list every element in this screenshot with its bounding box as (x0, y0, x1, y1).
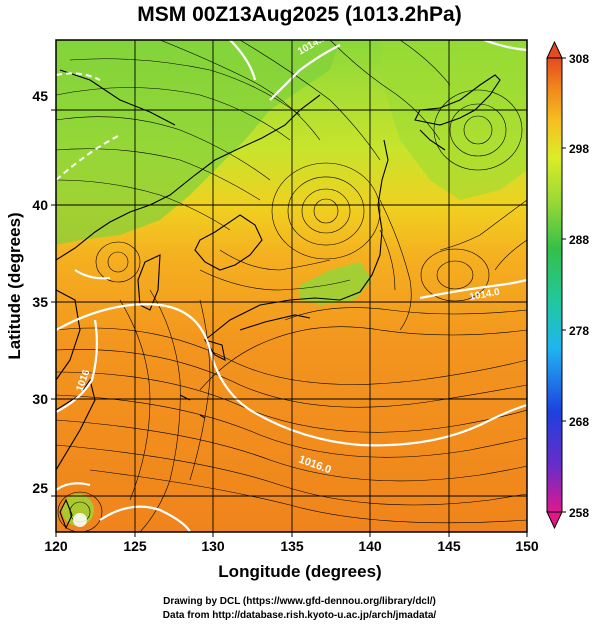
y-tick-label: 35 (32, 294, 48, 310)
y-tick-label: 45 (32, 88, 48, 104)
colorbar-tick: 258 (569, 506, 589, 520)
x-tick-labels: 120 125 130 135 140 145 150 (44, 538, 539, 554)
x-tick-label: 145 (437, 538, 461, 554)
colorbar: 308 298 288 278 268 258 (546, 40, 589, 530)
x-tick-marks (55, 532, 528, 537)
colorbar-bottom-arrow (546, 511, 563, 530)
x-tick-label: 140 (358, 538, 382, 554)
map-title: MSM 00Z13Aug2025 (1013.2hPa) (137, 3, 462, 26)
x-tick-label: 135 (280, 538, 304, 554)
y-tick-marks (51, 109, 56, 497)
y-tick-labels: 45 40 35 30 25 (32, 88, 48, 496)
isobar-label-1014-east: 1014.0 (469, 287, 501, 303)
typhoon-center (73, 513, 87, 527)
y-tick-label: 25 (32, 480, 48, 496)
colorbar-tick: 298 (569, 142, 589, 156)
x-axis-label: Longitude (degrees) (218, 562, 381, 581)
y-tick-label: 30 (32, 391, 48, 407)
lat-lon-grid (56, 40, 527, 532)
colorbar-top-arrow (546, 40, 563, 59)
colorbar-tick: 278 (569, 324, 589, 338)
weather-map-figure: 1016.0 1014.0 1014.0 1016 120 125 130 (5, 39, 589, 581)
colorbar-tick: 268 (569, 415, 589, 429)
y-axis-label: Latitude (degrees) (5, 212, 24, 359)
credit-drawing: Drawing by DCL (https://www.gfd-dennou.o… (163, 596, 436, 607)
x-tick-label: 150 (515, 538, 539, 554)
isobars (56, 40, 527, 532)
x-tick-label: 125 (123, 538, 147, 554)
credit-data-source: Data from http://database.rish.kyoto-u.a… (162, 610, 437, 621)
y-tick-label: 40 (32, 197, 48, 213)
x-tick-label: 130 (201, 538, 225, 554)
colorbar-scale (546, 57, 563, 513)
colorbar-tick: 288 (569, 233, 589, 247)
colorbar-tick: 308 (569, 52, 589, 66)
wind-streamlines (56, 40, 527, 532)
x-tick-label: 120 (44, 538, 68, 554)
map-plot-area: 1016.0 1014.0 1014.0 1016 (56, 40, 527, 532)
coastline (56, 69, 501, 530)
isobars-dashed (56, 72, 121, 181)
